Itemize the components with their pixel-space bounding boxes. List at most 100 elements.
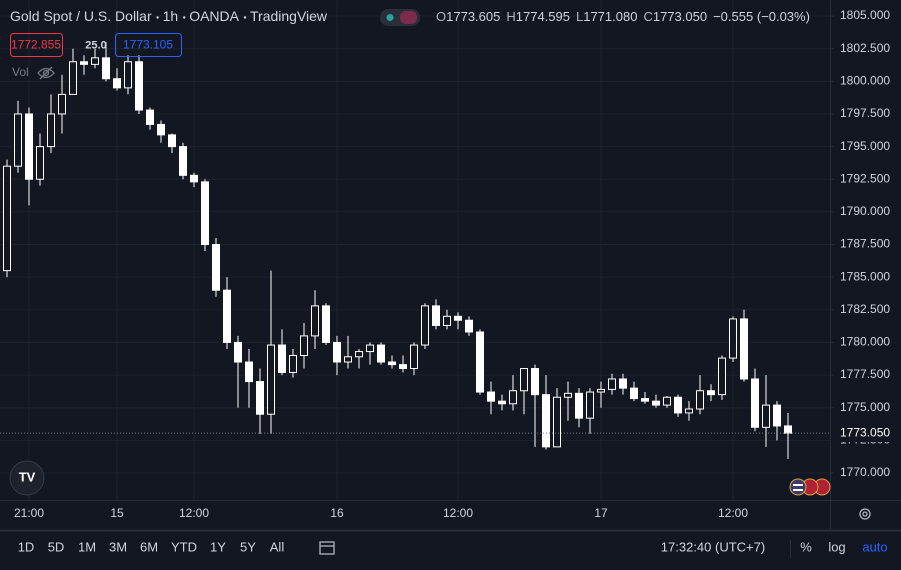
candle-body [608,378,616,390]
candle-body [597,388,605,393]
candle-body [14,113,22,167]
candle-body [91,57,99,65]
candle-body [707,390,715,396]
candle-body [586,391,594,419]
candle-body [36,146,44,180]
candle-body [487,391,495,402]
grid [0,0,830,500]
y-tick-label: 1802.500 [840,41,890,55]
candle-body [443,315,451,326]
ohlc-label: H [506,9,515,24]
y-tick-label: 1790.000 [840,204,890,218]
candle-body [190,174,198,183]
candle-body [773,404,781,427]
bid-box[interactable] [10,33,63,57]
overlay: 1772.855 25.0 1773.105 Vol TV 17:32:40 (… [0,8,893,558]
candle-body [168,134,176,148]
range-button[interactable]: 5D [48,539,65,554]
candle-body [289,354,297,373]
range-button[interactable]: 5Y [240,539,256,554]
last-price-label: 1773.050 [840,425,890,439]
candle-body [366,344,374,353]
y-tick-label: 1805.000 [840,8,890,22]
ohlc-value: 1773.050 [653,9,707,24]
x-tick-label: 21:00 [14,506,44,520]
y-tick-label: 1795.000 [840,139,890,153]
ohlc-label: O [436,9,446,24]
ask-box[interactable] [115,33,182,57]
candle-body [465,319,473,333]
candle-body [674,396,682,414]
candle-body [542,394,550,448]
candle-body [509,390,517,405]
candle-body [311,305,319,337]
tv-logo[interactable] [9,460,45,496]
y-tick-label: 1782.500 [840,302,890,316]
percent-toggle[interactable]: % [800,539,812,554]
bid-price: 1772.855 [11,38,61,52]
range-button[interactable]: 6M [140,539,158,554]
auto-toggle[interactable]: auto [862,539,887,554]
candle-body [47,113,55,148]
range-button[interactable]: 3M [109,539,127,554]
candle-body [102,57,110,80]
candle-body [619,378,627,389]
range-button[interactable]: All [270,539,285,554]
candle-body [223,289,231,343]
calendar-icon[interactable] [319,541,335,555]
candle-body [135,61,143,111]
candle-body [256,381,264,415]
range-button[interactable]: 1M [78,539,96,554]
separator-dot [183,16,186,19]
candle-body [399,364,407,370]
candle-body [80,61,88,65]
candle-body [520,368,528,392]
candle-body [696,390,704,410]
symbol-title: Gold Spot / U.S. Dollar [10,8,152,24]
settings-icon[interactable] [859,508,871,520]
candle-body [388,361,396,366]
candle-body [575,392,583,419]
last-price-box [831,424,893,443]
eye-icon[interactable] [37,66,55,80]
y-tick-label: 1797.500 [840,106,890,120]
candle-body [751,378,759,428]
candle-body [113,78,121,89]
candle-body [564,392,572,398]
x-tick-label: 17 [594,506,608,520]
candle-body [278,344,286,373]
symbol-platform: TradingView [250,8,328,24]
toggle-dot [386,14,394,21]
candle-body [421,305,429,346]
event-flags[interactable] [789,478,831,496]
candle-body [212,244,220,291]
volume-label: Vol [12,65,29,79]
ohlc-label: L [576,9,583,24]
log-toggle[interactable]: log [828,539,845,554]
tv-logo-mark: TV [19,469,36,484]
candle-body [553,396,561,448]
candle-body [762,404,770,428]
candle-body [784,425,792,434]
candle-body [476,331,484,393]
range-button[interactable]: 1D [18,539,35,554]
candle-body [498,400,506,405]
candle-body [729,318,737,359]
candle-body [377,344,385,363]
candle-body [333,341,341,363]
toggle-knob [400,11,417,24]
range-button[interactable]: 1Y [210,539,226,554]
candle-body [25,113,33,180]
ohlc-value: −0.555 (−0.03%) [713,9,810,24]
clock: 17:32:40 (UTC+7) [661,539,765,554]
ohlc-value: 1774.595 [516,9,570,24]
ask-price: 1773.105 [123,38,173,52]
x-tick-label: 16 [330,506,344,520]
candle-body [300,335,308,356]
y-tick-label: 1792.500 [840,171,890,185]
candle-body [652,400,660,406]
y-tick-label: 1780.000 [840,335,890,349]
range-button[interactable]: YTD [171,539,197,554]
